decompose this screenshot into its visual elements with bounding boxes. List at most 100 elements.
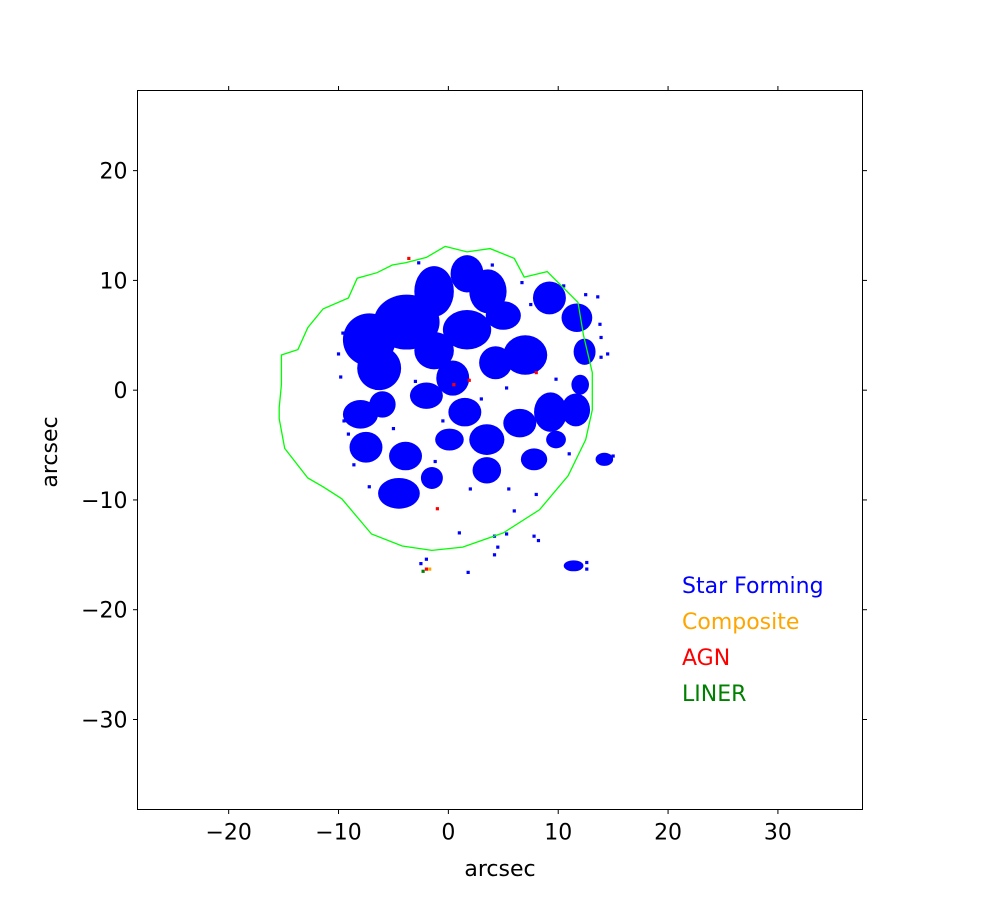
spaxel-star-forming <box>468 487 472 491</box>
spaxel-region-star-forming <box>378 477 420 509</box>
spaxel-region-star-forming <box>349 431 383 463</box>
spaxel-star-forming <box>367 485 371 489</box>
spaxel-region-star-forming <box>420 467 443 489</box>
spaxel-region-star-forming <box>573 338 596 365</box>
x-tick-label: −20 <box>205 821 251 846</box>
spaxel-star-forming <box>341 331 345 335</box>
spaxel-region-star-forming <box>595 452 614 466</box>
spaxel-region-star-forming <box>357 346 402 391</box>
spaxel-region-star-forming <box>503 408 537 438</box>
spaxel-star-forming <box>496 545 500 549</box>
spaxel-star-forming <box>336 352 341 356</box>
x-tick-label: 20 <box>654 821 682 846</box>
spaxel-region-star-forming <box>342 400 379 429</box>
spaxel-star-forming <box>585 560 589 565</box>
axes-frame <box>137 90 863 810</box>
x-tick-label: 0 <box>441 821 455 846</box>
spaxel-star-forming <box>507 487 511 491</box>
spaxel-star-forming <box>339 375 343 379</box>
spaxel-region-star-forming <box>442 310 492 350</box>
spaxel-star-forming <box>520 280 524 285</box>
spaxel-star-forming <box>504 386 509 390</box>
y-tick-label: −30 <box>81 708 127 733</box>
x-axis-label: arcsec <box>464 857 535 882</box>
y-tick-label: −10 <box>81 489 127 514</box>
legend: Star Forming Composite AGN LINER <box>682 574 824 707</box>
spaxel-region-star-forming <box>472 457 502 484</box>
data-marks <box>336 255 615 574</box>
spaxel-agn <box>467 378 471 382</box>
spaxel-region-star-forming <box>520 448 548 471</box>
y-tick-label: 0 <box>114 379 128 404</box>
legend-label-star-forming: Star Forming <box>682 574 824 599</box>
spaxel-star-forming <box>417 261 421 265</box>
spaxel-region-star-forming <box>563 560 584 572</box>
spaxel-composite <box>428 567 432 571</box>
spaxel-star-forming <box>606 352 610 356</box>
spaxel-star-forming <box>532 534 536 538</box>
spaxel-star-forming <box>529 302 533 307</box>
spaxel-star-forming <box>419 562 423 566</box>
y-tick-label: −20 <box>81 599 127 624</box>
spaxel-star-forming <box>492 553 497 557</box>
spaxel-star-forming <box>479 397 483 401</box>
spaxel-star-forming <box>584 293 588 297</box>
spaxel-star-forming <box>490 263 494 267</box>
spaxel-region-star-forming <box>469 424 505 455</box>
spaxel-agn <box>424 567 429 571</box>
spaxel-star-forming <box>352 463 356 467</box>
spaxel-agn <box>407 256 411 261</box>
spaxel-region-star-forming <box>435 428 464 451</box>
spaxel-star-forming <box>391 426 396 431</box>
spaxel-star-forming <box>457 531 461 535</box>
boundary-layer <box>278 245 593 552</box>
spaxel-region-star-forming <box>389 441 423 471</box>
spaxel-region-star-forming <box>436 360 470 396</box>
y-axis-label: arcsec <box>38 416 63 487</box>
y-tick-label: 20 <box>100 160 128 185</box>
spaxel-star-forming <box>596 295 600 299</box>
spaxel-star-forming <box>413 379 418 383</box>
spaxel-agn <box>435 507 439 511</box>
spaxel-star-forming <box>611 454 615 458</box>
spaxel-liner <box>421 569 425 573</box>
spaxel-region-star-forming <box>448 397 482 427</box>
spaxel-region-star-forming <box>369 391 396 418</box>
spaxel-region-star-forming <box>561 303 593 332</box>
axes-background <box>137 90 863 810</box>
legend-label-liner: LINER <box>682 682 746 707</box>
x-tick-label: 10 <box>544 821 572 846</box>
field-boundary-contour <box>278 245 593 552</box>
spaxel-region-star-forming <box>485 301 521 330</box>
spaxel-star-forming <box>599 335 603 340</box>
spaxel-star-forming <box>567 452 571 456</box>
spaxel-star-forming <box>433 459 437 464</box>
spaxel-region-star-forming <box>571 374 589 395</box>
spaxel-star-forming <box>554 377 558 381</box>
spaxel-star-forming <box>441 419 445 423</box>
spaxel-star-forming <box>536 538 541 543</box>
spaxel-region-star-forming <box>409 382 443 409</box>
y-tick-label: 10 <box>100 269 128 294</box>
spaxel-star-forming <box>424 557 429 561</box>
legend-label-composite: Composite <box>682 610 799 635</box>
spaxel-region-star-forming <box>532 281 566 315</box>
spaxel-star-forming <box>599 355 603 359</box>
x-tick-label: −10 <box>315 821 361 846</box>
spaxel-star-forming <box>512 509 516 513</box>
spaxel-star-forming <box>342 419 346 423</box>
spaxel-region-star-forming <box>561 393 591 427</box>
spaxel-region-star-forming <box>414 266 454 317</box>
spaxel-star-forming <box>562 284 566 288</box>
spaxel-agn <box>534 371 538 375</box>
spaxel-region-star-forming <box>546 430 566 449</box>
spaxel-star-forming <box>466 570 470 574</box>
spaxel-region-star-forming <box>414 331 454 370</box>
spaxel-agn <box>452 383 456 387</box>
spaxel-star-forming <box>585 567 589 571</box>
x-tick-label: 30 <box>764 821 792 846</box>
spaxel-star-forming <box>534 492 538 497</box>
spaxel-region-star-forming <box>479 346 513 380</box>
spaxel-star-forming <box>598 322 602 326</box>
